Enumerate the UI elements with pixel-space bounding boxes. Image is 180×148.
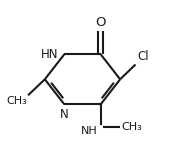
Text: Cl: Cl bbox=[137, 50, 148, 63]
Text: CH₃: CH₃ bbox=[122, 122, 142, 132]
Text: N: N bbox=[60, 108, 69, 121]
Text: CH₃: CH₃ bbox=[6, 96, 27, 106]
Text: NH: NH bbox=[81, 126, 98, 136]
Text: HN: HN bbox=[41, 48, 59, 61]
Text: O: O bbox=[95, 16, 106, 29]
